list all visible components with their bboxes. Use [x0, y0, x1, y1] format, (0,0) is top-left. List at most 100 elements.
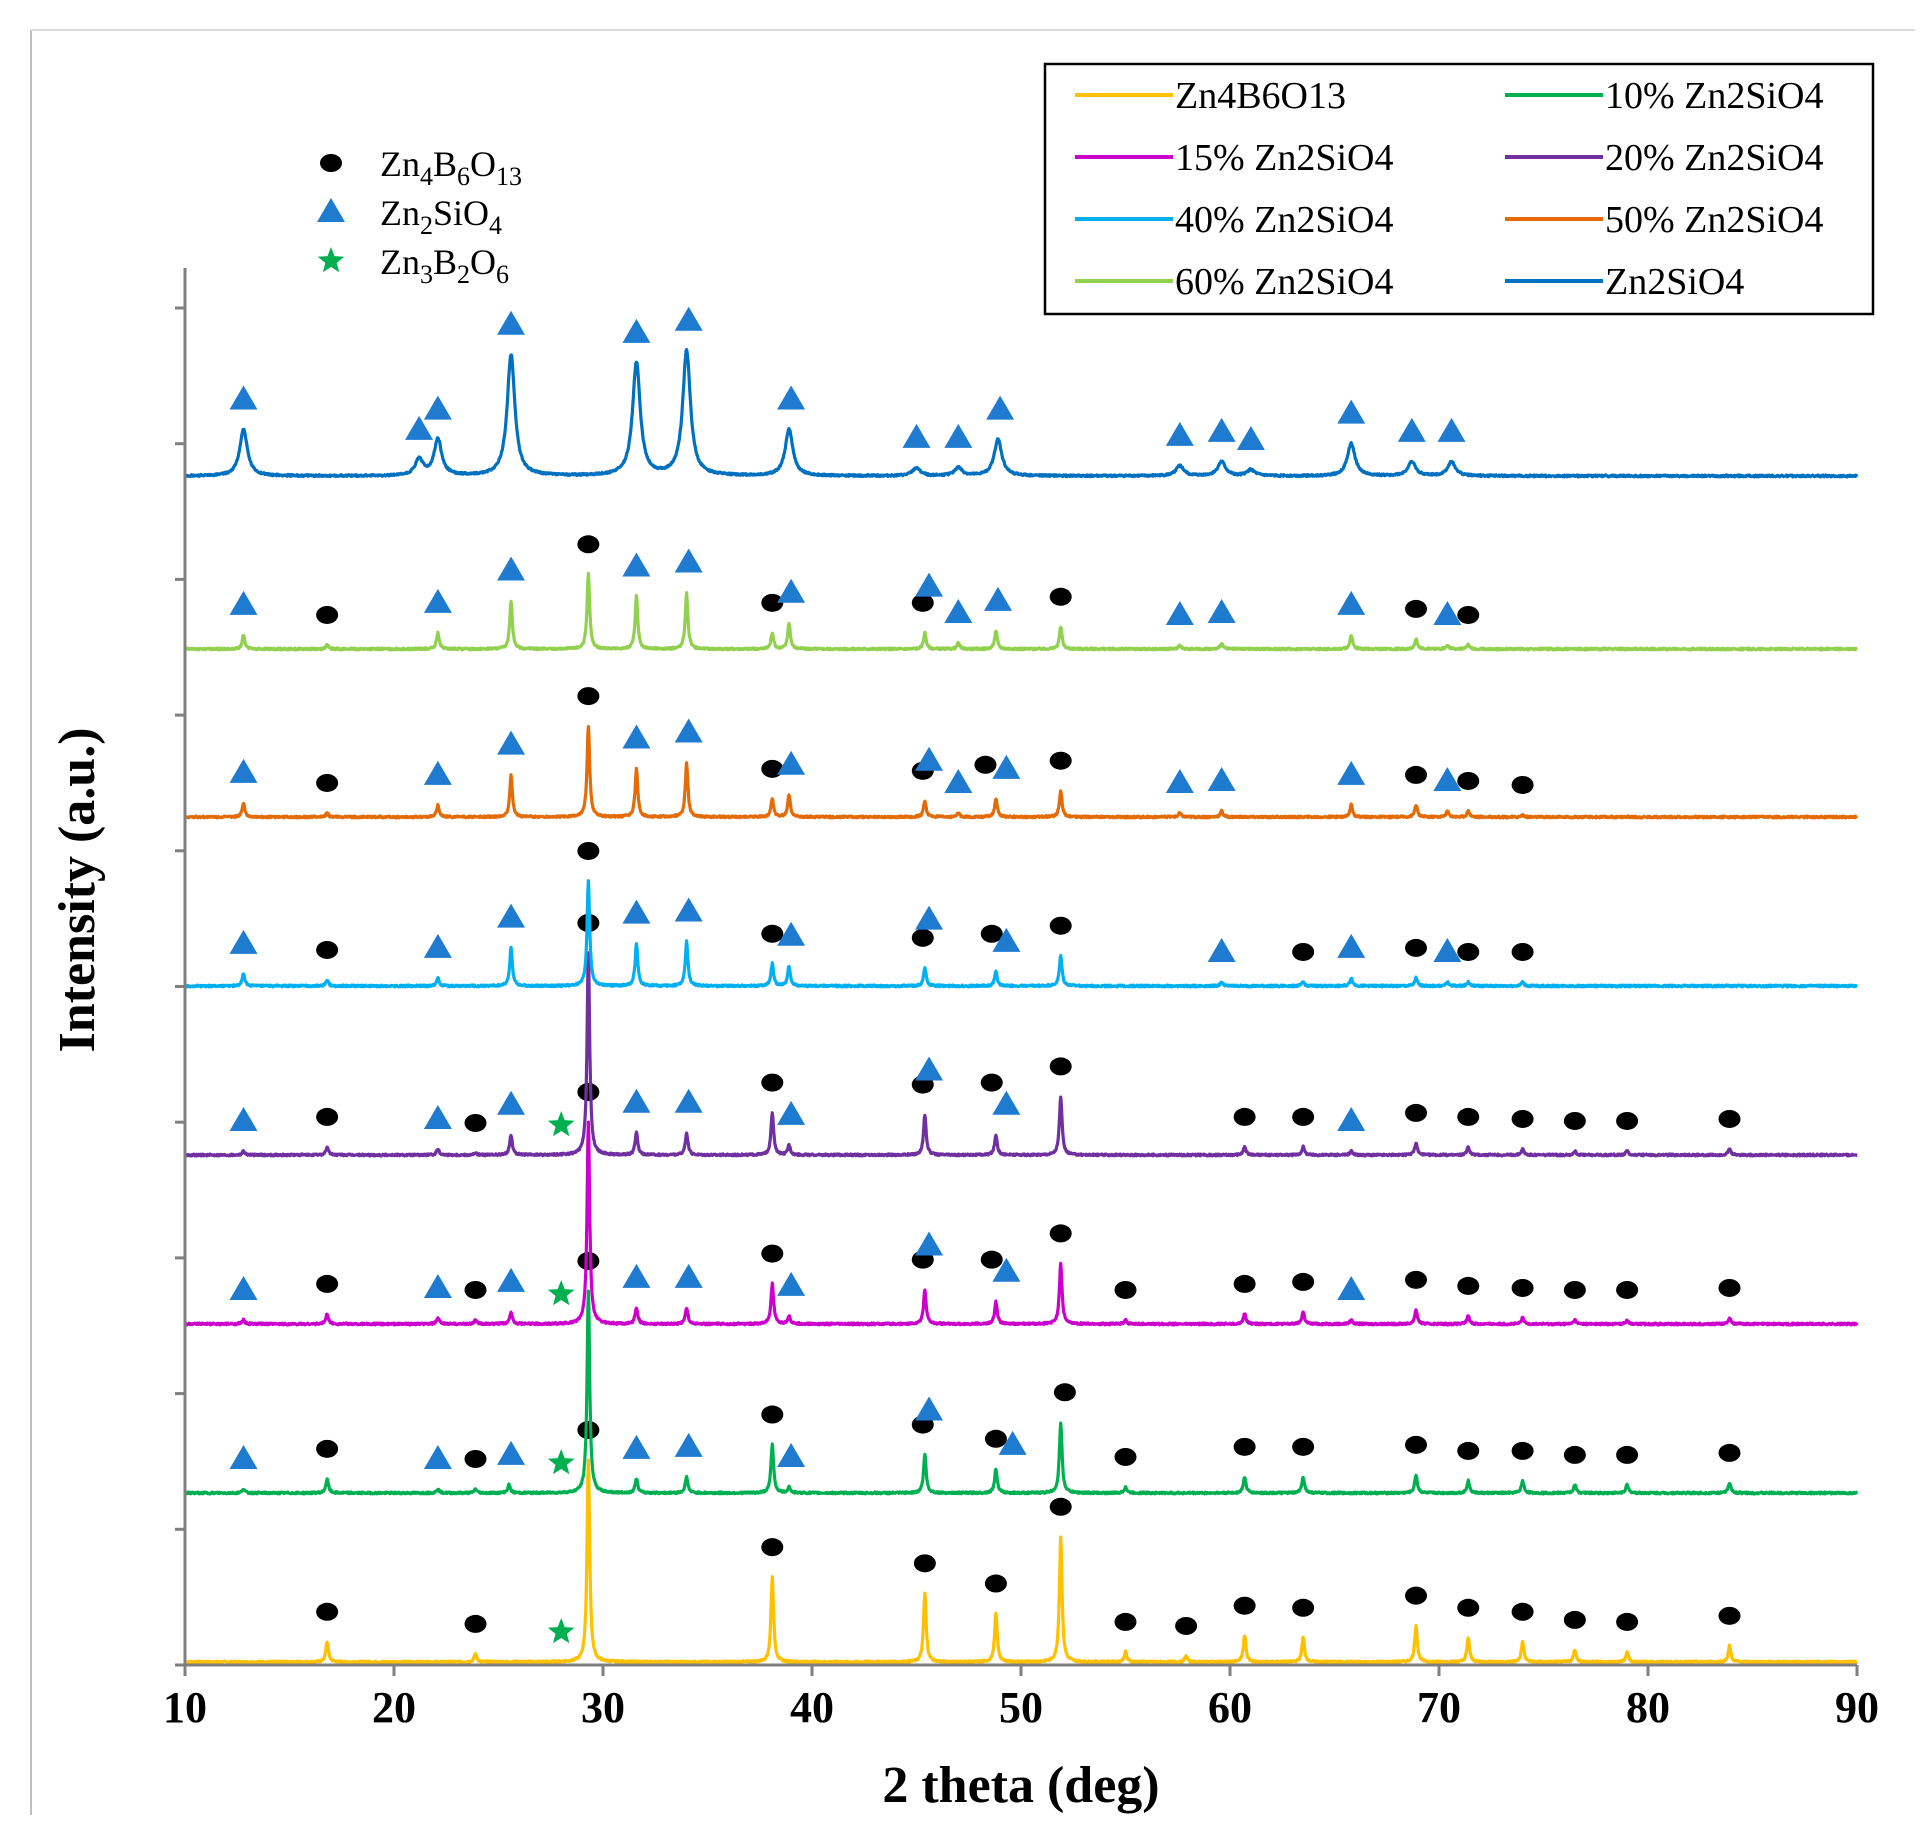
- marker-legend-label: Zn3B2O6: [380, 242, 509, 289]
- peak-marker-circle: [464, 1280, 487, 1299]
- peak-marker-triangle: [497, 556, 526, 581]
- peak-marker-circle: [464, 1449, 487, 1468]
- peak-marker-triangle: [229, 758, 258, 783]
- peak-marker-triangle: [622, 1088, 651, 1113]
- legend-label: Zn2SiO4: [1605, 261, 1744, 303]
- marker-legend-label: Zn2SiO4: [380, 193, 502, 240]
- peak-marker-circle: [1718, 1278, 1741, 1297]
- marker-legend-item: Zn4B6O13: [320, 144, 522, 191]
- peak-marker-circle: [1563, 1610, 1586, 1629]
- peak-marker-circle: [1405, 1586, 1428, 1605]
- legend-box: [1043, 62, 1875, 316]
- peak-marker-triangle: [229, 1106, 258, 1131]
- peak-marker-triangle: [622, 724, 651, 749]
- peak-marker-triangle: [405, 415, 434, 440]
- legend-label: 60% Zn2SiO4: [1175, 261, 1394, 303]
- peak-marker-triangle: [423, 1104, 452, 1129]
- peak-marker-triangle: [622, 318, 651, 343]
- peak-marker-circle: [761, 1405, 784, 1424]
- legend-item: Zn2SiO4: [1505, 261, 1744, 303]
- peak-marker-circle: [1457, 942, 1480, 961]
- peak-marker-triangle: [992, 1090, 1021, 1115]
- x-tick-label: 50: [999, 1683, 1043, 1732]
- peak-marker-circle: [1511, 1441, 1534, 1460]
- peak-marker-circle: [1049, 587, 1072, 606]
- peak-marker-triangle: [1337, 590, 1366, 615]
- peak-marker-circle: [316, 1107, 339, 1126]
- peak-marker-circle: [1405, 1103, 1428, 1122]
- peak-marker-circle: [913, 1554, 936, 1573]
- peak-marker-triangle: [497, 1267, 526, 1292]
- peak-marker-triangle: [229, 1275, 258, 1300]
- peak-marker-circle: [1511, 1602, 1534, 1621]
- peak-marker-circle: [316, 773, 339, 792]
- peak-marker-triangle: [1207, 417, 1236, 442]
- peak-marker-circle: [1616, 1280, 1639, 1299]
- peak-marker-triangle: [423, 933, 452, 958]
- peak-marker-triangle: [915, 1056, 944, 1081]
- peak-marker-circle: [1457, 1598, 1480, 1617]
- peak-marker-triangle: [902, 423, 931, 448]
- series-legend: Zn4B6O13 10% Zn2SiO4 15% Zn2SiO4 20% Zn2SiO…: [1043, 62, 1875, 316]
- peak-marker-circle: [1049, 1057, 1072, 1076]
- x-tick-label: 90: [1835, 1683, 1879, 1732]
- marker-legend-item: Zn2SiO4: [317, 193, 502, 240]
- peak-marker-triangle: [497, 1440, 526, 1465]
- peak-marker-circle: [1511, 775, 1534, 794]
- legend-item: 15% Zn2SiO4: [1075, 137, 1394, 179]
- marker-legend-circle-icon: [320, 154, 342, 172]
- legend-item: 20% Zn2SiO4: [1505, 137, 1824, 179]
- peak-marker-circle: [1114, 1447, 1137, 1466]
- peak-marker-triangle: [674, 548, 703, 573]
- peak-marker-circle: [980, 924, 1003, 943]
- legend-item: 50% Zn2SiO4: [1505, 199, 1824, 241]
- peak-marker-circle: [1233, 1596, 1256, 1615]
- legend-item: 60% Zn2SiO4: [1075, 261, 1394, 303]
- peak-marker-triangle: [1337, 933, 1366, 958]
- peak-marker-triangle: [1433, 600, 1462, 625]
- series-3: [183, 914, 1859, 1158]
- peak-marker-star: [547, 1111, 575, 1137]
- legend-item: 10% Zn2SiO4: [1505, 75, 1824, 117]
- peak-marker-triangle: [1207, 766, 1236, 791]
- peak-marker-triangle: [777, 578, 806, 603]
- peak-marker-triangle: [1337, 1106, 1366, 1131]
- axes: 10 20 30 40 50 60 70 80 90 2 theta (deg) Intensi…: [49, 268, 1879, 1814]
- peak-marker-triangle: [777, 750, 806, 775]
- peak-marker-circle: [577, 535, 600, 554]
- peak-marker-circle: [1563, 1280, 1586, 1299]
- peak-marker-circle: [316, 605, 339, 624]
- series-line: [183, 1120, 1859, 1327]
- peak-marker-triangle: [229, 1444, 258, 1469]
- peak-marker-triangle: [915, 746, 944, 771]
- peak-marker-circle: [911, 593, 934, 612]
- peak-marker-triangle: [944, 598, 973, 623]
- series-0: [183, 1421, 1859, 1665]
- peak-marker-circle: [1049, 916, 1072, 935]
- peak-marker-triangle: [986, 395, 1015, 420]
- x-tick-label: 20: [372, 1683, 416, 1732]
- peak-marker-triangle: [423, 760, 452, 785]
- peak-marker-triangle: [992, 754, 1021, 779]
- peak-marker-circle: [1616, 1445, 1639, 1464]
- peak-marker-circle: [1616, 1612, 1639, 1631]
- plot-area: [183, 306, 1859, 1665]
- peak-marker-triangle: [915, 1231, 944, 1256]
- series-4: [183, 841, 1859, 989]
- peak-marker-circle: [316, 1274, 339, 1293]
- peak-marker-circle: [984, 1429, 1007, 1448]
- peak-marker-triangle: [777, 385, 806, 410]
- x-tick-label: 10: [163, 1683, 207, 1732]
- peak-marker-circle: [1405, 1435, 1428, 1454]
- peak-marker-star: [547, 1280, 575, 1306]
- peak-marker-circle: [1563, 1111, 1586, 1130]
- peak-marker-circle: [1292, 942, 1315, 961]
- peak-marker-circle: [1053, 1383, 1076, 1402]
- series-line: [183, 951, 1859, 1158]
- peak-marker-triangle: [674, 718, 703, 743]
- peak-marker-triangle: [674, 1088, 703, 1113]
- series-line: [183, 1458, 1859, 1665]
- peak-marker-circle: [1511, 942, 1534, 961]
- peak-marker-triangle: [229, 590, 258, 615]
